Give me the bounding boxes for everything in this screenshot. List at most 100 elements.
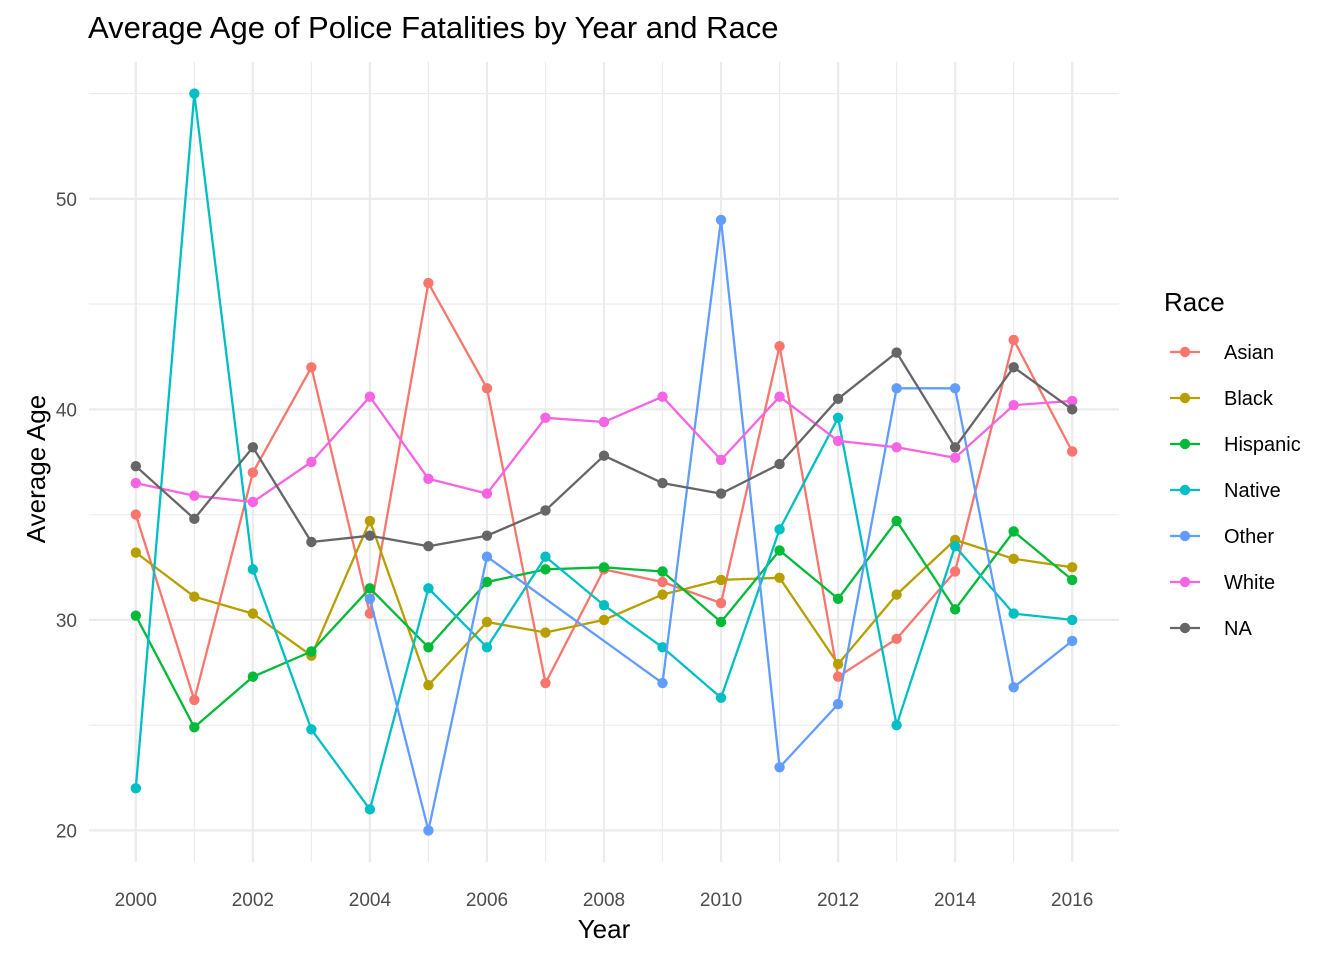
data-point bbox=[364, 804, 376, 815]
data-point bbox=[540, 551, 551, 562]
data-point bbox=[598, 614, 610, 626]
data-point bbox=[247, 442, 259, 453]
data-point bbox=[1008, 608, 1019, 619]
data-point bbox=[540, 677, 551, 689]
data-point bbox=[481, 642, 493, 653]
data-point bbox=[481, 576, 493, 588]
data-point bbox=[1008, 526, 1019, 537]
data-point bbox=[1066, 574, 1078, 586]
data-point bbox=[832, 658, 844, 670]
data-point bbox=[891, 719, 902, 731]
x-tick-label: 2008 bbox=[583, 890, 625, 911]
legend-item: Native bbox=[1170, 480, 1281, 502]
data-point bbox=[481, 530, 493, 541]
data-point bbox=[423, 642, 434, 653]
data-point bbox=[189, 513, 200, 525]
data-point bbox=[657, 576, 668, 588]
data-point bbox=[1066, 614, 1078, 626]
data-point bbox=[130, 610, 142, 621]
data-point bbox=[891, 442, 902, 453]
legend-key-point bbox=[1179, 392, 1191, 404]
data-point bbox=[130, 477, 142, 489]
data-point bbox=[949, 566, 961, 577]
data-point bbox=[832, 393, 844, 405]
data-point bbox=[1066, 635, 1078, 647]
data-point bbox=[891, 589, 902, 600]
x-tick-label: 2000 bbox=[115, 890, 157, 911]
data-point bbox=[1066, 404, 1078, 415]
y-tick-label: 30 bbox=[56, 611, 77, 632]
data-point bbox=[247, 671, 259, 682]
legend-key-point bbox=[1179, 576, 1191, 588]
data-point bbox=[598, 416, 610, 428]
legend-label: Asian bbox=[1224, 342, 1274, 364]
data-point bbox=[540, 412, 551, 423]
data-point bbox=[306, 456, 317, 468]
data-point bbox=[189, 490, 200, 501]
data-point bbox=[1066, 446, 1078, 457]
data-point bbox=[1008, 362, 1019, 373]
data-point bbox=[189, 88, 200, 99]
data-point bbox=[247, 564, 259, 575]
data-point bbox=[832, 698, 844, 710]
data-point bbox=[774, 341, 785, 352]
data-point bbox=[481, 488, 493, 499]
legend-items: Asian Black Hispanic Native Other White NA bbox=[1170, 342, 1301, 640]
x-tick-label: 2002 bbox=[232, 890, 274, 911]
legend-item: Other bbox=[1170, 526, 1274, 548]
data-point bbox=[364, 593, 376, 605]
data-point bbox=[423, 583, 434, 594]
data-point bbox=[306, 724, 317, 735]
x-tick-label: 2010 bbox=[700, 890, 742, 911]
data-point bbox=[657, 677, 668, 689]
data-point bbox=[832, 435, 844, 447]
grid bbox=[89, 62, 1119, 862]
data-point bbox=[949, 442, 961, 453]
legend-item: Asian bbox=[1170, 342, 1274, 364]
legend-key-point bbox=[1179, 530, 1191, 542]
data-point bbox=[247, 496, 259, 508]
data-point bbox=[715, 616, 727, 628]
data-point bbox=[598, 450, 610, 461]
data-point bbox=[715, 597, 727, 609]
data-point bbox=[657, 589, 668, 600]
legend-label: Native bbox=[1224, 480, 1281, 502]
data-point bbox=[832, 412, 844, 423]
data-point bbox=[364, 530, 376, 541]
data-point bbox=[891, 515, 902, 527]
legend-item: White bbox=[1170, 572, 1275, 594]
data-point bbox=[774, 762, 785, 773]
data-point bbox=[657, 477, 668, 489]
data-point bbox=[774, 458, 785, 470]
y-axis-ticks: 20 30 40 50 bbox=[56, 190, 77, 843]
data-point bbox=[774, 391, 785, 402]
data-point bbox=[715, 214, 727, 226]
data-point bbox=[1066, 395, 1078, 407]
data-point bbox=[247, 608, 259, 619]
data-point bbox=[1066, 562, 1078, 573]
legend-key-point bbox=[1179, 622, 1191, 634]
data-point bbox=[598, 599, 610, 611]
data-point bbox=[130, 461, 142, 472]
data-point bbox=[949, 383, 961, 394]
data-point bbox=[715, 574, 727, 586]
data-point bbox=[423, 825, 434, 836]
data-point bbox=[949, 541, 961, 552]
data-point bbox=[1008, 334, 1019, 346]
x-tick-label: 2006 bbox=[466, 890, 508, 911]
data-point bbox=[891, 633, 902, 645]
legend-label: Black bbox=[1224, 388, 1274, 410]
data-point bbox=[364, 391, 376, 402]
data-point bbox=[189, 722, 200, 733]
data-point bbox=[540, 505, 551, 516]
x-tick-label: 2012 bbox=[817, 890, 859, 911]
data-point bbox=[189, 694, 200, 706]
legend-label: Other bbox=[1224, 526, 1274, 548]
data-point bbox=[832, 593, 844, 605]
y-axis-title: Average Age bbox=[21, 395, 51, 543]
data-point bbox=[598, 562, 610, 573]
data-point bbox=[423, 277, 434, 289]
legend-label: Hispanic bbox=[1224, 434, 1301, 456]
data-point bbox=[1008, 682, 1019, 693]
y-tick-label: 50 bbox=[56, 190, 77, 211]
